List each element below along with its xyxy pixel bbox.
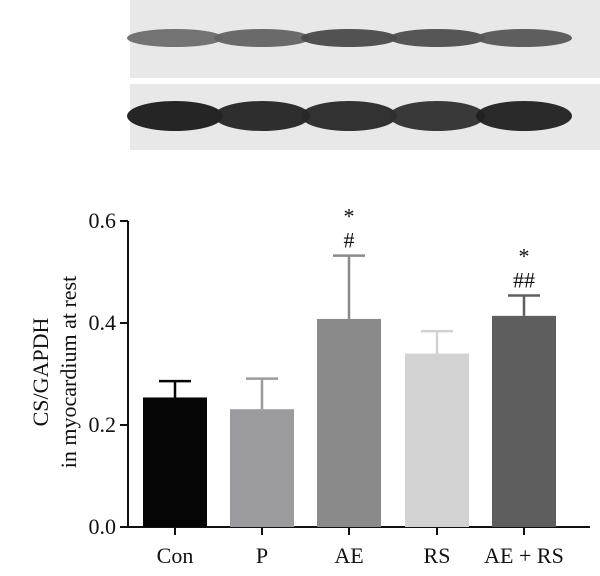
bar-ae (317, 318, 381, 527)
bar-con (143, 397, 207, 527)
y-tick-label: 0.0 (89, 514, 117, 539)
significance-marker: ## (513, 267, 535, 292)
x-tick-label: AE + RS (484, 543, 564, 568)
blot-band (127, 29, 223, 47)
significance-marker: # (344, 228, 355, 253)
significance-marker: * (519, 243, 530, 268)
blot-band (127, 101, 223, 131)
blot-band (476, 101, 572, 131)
x-tick-label: P (256, 543, 268, 568)
blot-band (301, 29, 397, 47)
y-axis-label-line2: in myocardium at rest (56, 276, 81, 468)
x-tick-label: RS (424, 543, 451, 568)
significance-marker: * (344, 204, 355, 229)
y-tick-label: 0.2 (89, 412, 117, 437)
western-blot-image (127, 0, 600, 150)
y-tick-label: 0.6 (89, 208, 117, 233)
bar-ae-rs (492, 315, 556, 527)
blot-band (389, 29, 485, 47)
y-tick-label: 0.4 (89, 310, 117, 335)
bar-p (230, 409, 294, 527)
blot-band (476, 29, 572, 47)
blot-band (214, 29, 310, 47)
x-tick-label: AE (334, 543, 363, 568)
y-axis-label: CS/GAPDH in myocardium at rest (28, 276, 81, 468)
blot-band (214, 101, 310, 131)
y-axis-label-line1: CS/GAPDH (28, 317, 53, 426)
bar-rs (405, 353, 469, 527)
blot-band (389, 101, 485, 131)
x-tick-label: Con (157, 543, 194, 568)
blot-band (301, 101, 397, 131)
